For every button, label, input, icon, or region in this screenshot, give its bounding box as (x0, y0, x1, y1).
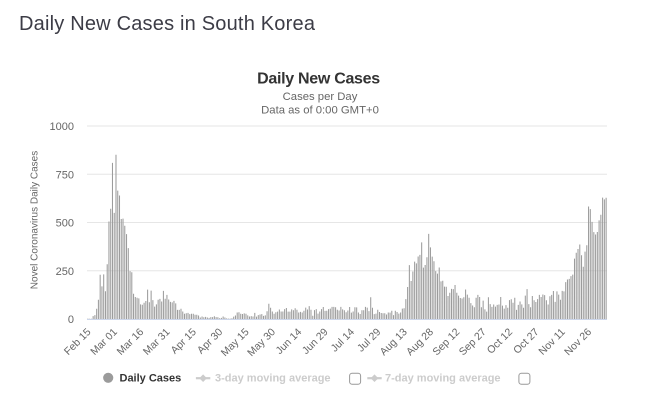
svg-text:Feb 15: Feb 15 (62, 326, 94, 358)
svg-text:Jul 14: Jul 14 (329, 326, 357, 354)
svg-text:Nov 11: Nov 11 (536, 326, 568, 358)
svg-text:Oct 12: Oct 12 (485, 326, 515, 356)
svg-text:3-day moving average: 3-day moving average (215, 373, 331, 385)
svg-text:Oct 27: Oct 27 (511, 326, 541, 356)
svg-text:May 15: May 15 (219, 326, 252, 359)
svg-text:1000: 1000 (50, 121, 74, 133)
svg-text:500: 500 (56, 218, 74, 230)
svg-text:Sep 12: Sep 12 (430, 326, 462, 358)
svg-text:Aug 13: Aug 13 (378, 326, 410, 358)
svg-text:Jun 29: Jun 29 (300, 326, 331, 357)
svg-text:7-day moving average: 7-day moving average (385, 373, 501, 385)
svg-text:Daily New Cases: Daily New Cases (257, 71, 380, 88)
svg-text:Data as of 0:00 GMT+0: Data as of 0:00 GMT+0 (261, 104, 379, 116)
svg-text:0: 0 (68, 314, 74, 326)
svg-text:Mar 31: Mar 31 (141, 326, 173, 358)
svg-text:Cases per Day: Cases per Day (283, 91, 358, 103)
svg-text:Mar 01: Mar 01 (88, 326, 120, 358)
svg-text:Nov 26: Nov 26 (562, 326, 594, 358)
svg-text:Novel Coronavirus Daily Cases: Novel Coronavirus Daily Cases (30, 151, 41, 289)
svg-text:Daily Cases: Daily Cases (120, 373, 182, 385)
svg-text:May 30: May 30 (245, 326, 278, 359)
svg-text:250: 250 (56, 266, 74, 278)
svg-text:750: 750 (56, 169, 74, 181)
svg-text:Sep 27: Sep 27 (457, 326, 489, 358)
svg-text:Apr 15: Apr 15 (169, 326, 199, 356)
svg-text:Aug 28: Aug 28 (404, 326, 436, 358)
svg-text:Jun 14: Jun 14 (274, 326, 305, 357)
svg-text:Mar 16: Mar 16 (115, 326, 147, 358)
